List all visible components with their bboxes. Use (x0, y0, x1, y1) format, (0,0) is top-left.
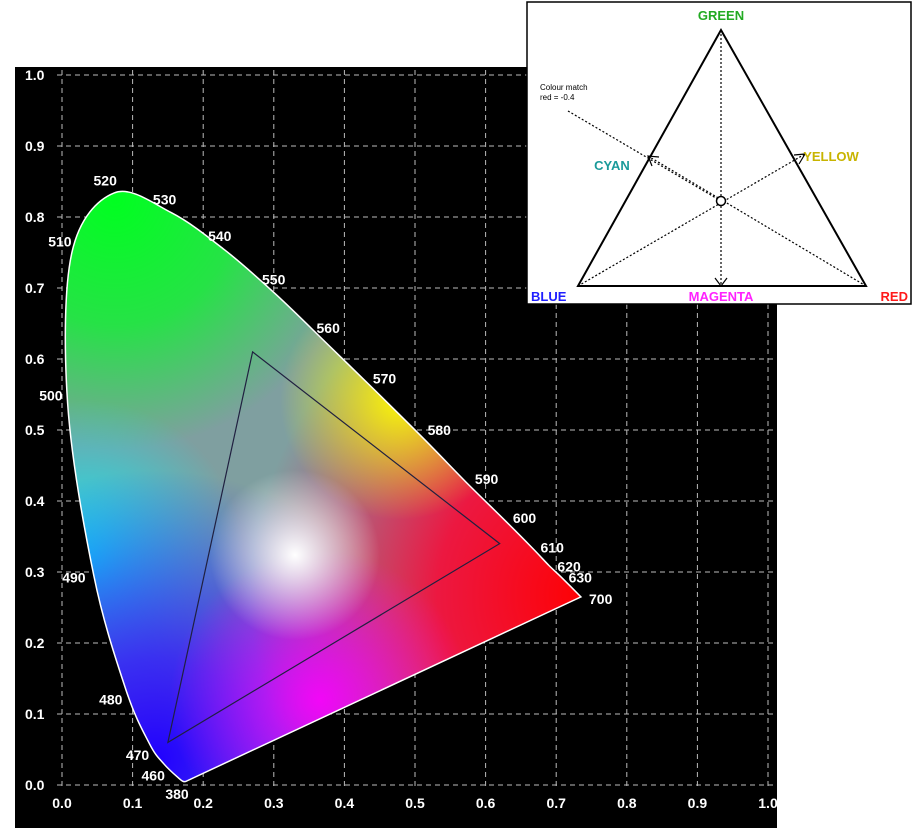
gamut-triangle (167, 350, 501, 744)
y-tick-label: 0.5 (25, 422, 45, 438)
spectral-locus-outline (64, 190, 583, 783)
inset-triangle (576, 27, 868, 287)
wavelength-label: 490 (62, 569, 86, 585)
x-tick-label: 0.9 (688, 795, 708, 811)
wavelength-label: 600 (513, 510, 537, 526)
x-tick-label: 0.0 (52, 795, 72, 811)
x-tick-label: 0.8 (617, 795, 637, 811)
wavelength-label: 510 (48, 233, 72, 249)
x-tick-label: 0.3 (264, 795, 284, 811)
x-tick-label: 1.0 (758, 795, 778, 811)
y-tick-label: 0.4 (25, 493, 45, 509)
y-tick-label: 0.6 (25, 351, 45, 367)
wavelength-label: 470 (126, 747, 150, 763)
wavelength-label: 570 (373, 370, 397, 386)
wavelength-label: 460 (142, 768, 166, 784)
label-magenta: MAGENTA (689, 289, 754, 304)
y-tick-label: 0.1 (25, 706, 45, 722)
y-tick-label: 0.7 (25, 280, 45, 296)
label-green: GREEN (698, 8, 744, 23)
label-red: RED (881, 289, 908, 304)
wavelength-label: 530 (153, 192, 177, 208)
wavelength-label: 380 (165, 786, 189, 802)
label-yellow: YELLOW (803, 149, 859, 164)
wavelength-label: 620 (557, 558, 581, 574)
wavelength-label: 560 (317, 320, 341, 336)
x-tick-label: 0.4 (335, 795, 355, 811)
wavelength-label: 520 (94, 172, 118, 188)
y-tick-label: 0.0 (25, 777, 45, 793)
label-cyan: CYAN (594, 158, 630, 173)
wavelength-label: 580 (428, 422, 452, 438)
y-tick-label: 0.2 (25, 635, 45, 651)
wavelength-label: 480 (99, 692, 123, 708)
axis-tick-labels: 0.0 0.1 0.2 0.3 0.4 0.5 0.6 0.7 0.8 0.9 1.0 0.0 0.1 0… (25, 67, 778, 811)
wavelength-label: 550 (262, 272, 286, 288)
wavelength-label: 500 (39, 387, 63, 403)
wavelength-label: 590 (475, 471, 499, 487)
x-tick-label: 0.6 (476, 795, 496, 811)
label-blue: BLUE (531, 289, 567, 304)
colour-triangle-inset: GREEN CYAN YELLOW BLUE MAGENTA RED Colou… (526, 1, 912, 305)
wavelength-labels: 380 460 470 480 490 500 510 520 530 540 550 560 570 5… (39, 172, 612, 802)
wavelength-label: 540 (208, 228, 232, 244)
colour-match-value: red = -0.4 (540, 93, 575, 102)
x-tick-label: 0.1 (123, 795, 143, 811)
x-tick-label: 0.7 (546, 795, 566, 811)
y-tick-label: 1.0 (25, 67, 45, 83)
wavelength-label: 610 (541, 540, 565, 556)
inset-white-point (715, 195, 727, 207)
inset-arrowheads (647, 153, 807, 287)
y-tick-label: 0.9 (25, 138, 45, 154)
colour-match-note: Colour match (540, 83, 588, 92)
y-tick-label: 0.3 (25, 564, 45, 580)
wavelength-label: 700 (589, 591, 613, 607)
y-tick-label: 0.8 (25, 209, 45, 225)
x-tick-label: 0.2 (193, 795, 213, 811)
wavelength-label: 630 (569, 570, 593, 586)
x-tick-label: 0.5 (405, 795, 425, 811)
inset-dotted-lines (567, 30, 867, 287)
